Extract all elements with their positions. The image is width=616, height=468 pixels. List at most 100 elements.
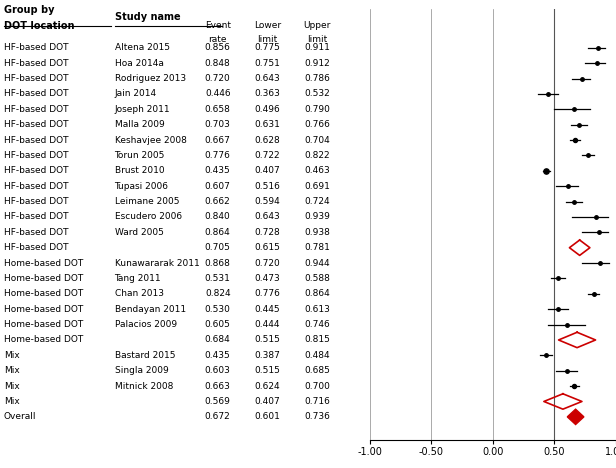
Text: 0.840: 0.840 [205,212,230,221]
Text: 0.605: 0.605 [205,320,230,329]
Text: limit: limit [257,35,277,44]
Text: 0.643: 0.643 [254,212,280,221]
Text: HF-based DOT: HF-based DOT [4,136,68,145]
Text: Malla 2009: Malla 2009 [115,120,164,129]
Text: Mix: Mix [4,366,20,375]
Text: HF-based DOT: HF-based DOT [4,182,68,190]
Text: 0.822: 0.822 [304,151,330,160]
Text: HF-based DOT: HF-based DOT [4,58,68,68]
Text: 0.363: 0.363 [254,89,280,98]
Text: HF-based DOT: HF-based DOT [4,243,68,252]
Text: 0.658: 0.658 [205,105,230,114]
Text: 0.463: 0.463 [304,166,330,176]
Text: Jain 2014: Jain 2014 [115,89,156,98]
Text: limit: limit [307,35,327,44]
Text: 0.938: 0.938 [304,228,330,237]
Text: 0.435: 0.435 [205,351,230,360]
Text: Home-based DOT: Home-based DOT [4,336,83,344]
Text: 0.407: 0.407 [254,166,280,176]
Text: HF-based DOT: HF-based DOT [4,105,68,114]
Text: 0.776: 0.776 [205,151,230,160]
Text: 0.815: 0.815 [304,336,330,344]
Text: 0.720: 0.720 [254,259,280,268]
Text: 0.776: 0.776 [254,289,280,298]
Text: 0.691: 0.691 [304,182,330,190]
Text: 0.912: 0.912 [304,58,330,68]
Text: Bendayan 2011: Bendayan 2011 [115,305,185,314]
Text: 0.716: 0.716 [304,397,330,406]
Text: HF-based DOT: HF-based DOT [4,74,68,83]
Text: Altena 2015: Altena 2015 [115,44,169,52]
Text: 0.484: 0.484 [304,351,330,360]
Text: 0.724: 0.724 [304,197,330,206]
Text: Event: Event [205,21,231,30]
Text: Home-based DOT: Home-based DOT [4,305,83,314]
Text: 0.530: 0.530 [205,305,230,314]
Text: 0.667: 0.667 [205,136,230,145]
Text: Overall: Overall [4,412,36,421]
Text: 0.751: 0.751 [254,58,280,68]
Text: 0.672: 0.672 [205,412,230,421]
Text: 0.856: 0.856 [205,44,230,52]
Text: Mix: Mix [4,351,20,360]
Polygon shape [567,409,584,424]
Text: 0.868: 0.868 [205,259,230,268]
Text: 0.944: 0.944 [304,259,330,268]
Text: 0.864: 0.864 [205,228,230,237]
Text: Bastard 2015: Bastard 2015 [115,351,175,360]
Text: Ward 2005: Ward 2005 [115,228,163,237]
Text: 0.790: 0.790 [304,105,330,114]
Text: 0.848: 0.848 [205,58,230,68]
Text: Keshavjee 2008: Keshavjee 2008 [115,136,187,145]
Text: Joseph 2011: Joseph 2011 [115,105,170,114]
Text: 0.722: 0.722 [254,151,280,160]
Text: 0.515: 0.515 [254,366,280,375]
Text: HF-based DOT: HF-based DOT [4,228,68,237]
Text: 0.631: 0.631 [254,120,280,129]
Text: 0.775: 0.775 [254,44,280,52]
Text: Mix: Mix [4,397,20,406]
Text: 0.588: 0.588 [304,274,330,283]
Text: Singla 2009: Singla 2009 [115,366,168,375]
Text: Torun 2005: Torun 2005 [115,151,165,160]
Text: Home-based DOT: Home-based DOT [4,289,83,298]
Text: 0.864: 0.864 [304,289,330,298]
Text: 0.532: 0.532 [304,89,330,98]
Text: 0.700: 0.700 [304,381,330,391]
Text: Leimane 2005: Leimane 2005 [115,197,179,206]
Text: 0.445: 0.445 [254,305,280,314]
Text: Palacios 2009: Palacios 2009 [115,320,177,329]
Text: DOT location: DOT location [4,22,75,31]
Text: 0.607: 0.607 [205,182,230,190]
Text: Mitnick 2008: Mitnick 2008 [115,381,173,391]
Text: 0.407: 0.407 [254,397,280,406]
Text: 0.515: 0.515 [254,336,280,344]
Text: Home-based DOT: Home-based DOT [4,274,83,283]
Text: 0.704: 0.704 [304,136,330,145]
Text: 0.628: 0.628 [254,136,280,145]
Text: 0.496: 0.496 [254,105,280,114]
Text: HF-based DOT: HF-based DOT [4,166,68,176]
Text: Brust 2010: Brust 2010 [115,166,164,176]
Text: HF-based DOT: HF-based DOT [4,89,68,98]
Text: HF-based DOT: HF-based DOT [4,120,68,129]
Text: 0.615: 0.615 [254,243,280,252]
Text: Home-based DOT: Home-based DOT [4,320,83,329]
Text: rate: rate [208,35,227,44]
Text: 0.594: 0.594 [254,197,280,206]
Text: Lower: Lower [254,21,281,30]
Text: 0.387: 0.387 [254,351,280,360]
Text: HF-based DOT: HF-based DOT [4,151,68,160]
Text: Mix: Mix [4,381,20,391]
Text: Study name: Study name [115,12,180,22]
Text: 0.685: 0.685 [304,366,330,375]
Text: 0.720: 0.720 [205,74,230,83]
Text: Hoa 2014a: Hoa 2014a [115,58,163,68]
Text: 0.624: 0.624 [254,381,280,391]
Text: HF-based DOT: HF-based DOT [4,212,68,221]
Text: 0.601: 0.601 [254,412,280,421]
Text: 0.781: 0.781 [304,243,330,252]
Text: 0.746: 0.746 [304,320,330,329]
Text: 0.736: 0.736 [304,412,330,421]
Text: HF-based DOT: HF-based DOT [4,44,68,52]
